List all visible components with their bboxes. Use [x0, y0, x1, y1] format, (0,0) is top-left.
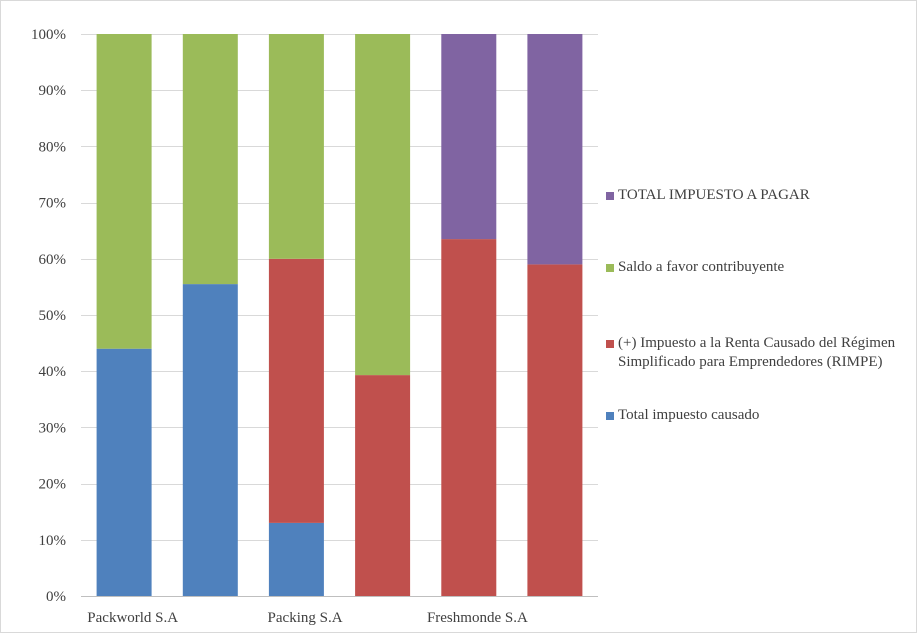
bar-segment — [355, 375, 411, 596]
y-tick-label: 70% — [39, 196, 67, 212]
bar-segment — [268, 522, 324, 596]
legend-label: Total impuesto causado — [618, 407, 760, 423]
y-tick-label: 30% — [39, 420, 67, 436]
bar-segment — [268, 258, 324, 523]
y-tick-label: 90% — [39, 83, 67, 99]
legend-item: (+) Impuesto a la Renta Causado del Régi… — [606, 334, 906, 372]
y-tick-label: 40% — [39, 364, 67, 380]
bar-segment — [355, 34, 411, 376]
legend-swatch — [606, 340, 614, 348]
legend-item: Saldo a favor contribuyente — [606, 258, 906, 277]
bar-segment — [441, 239, 497, 596]
y-tick-label: 100% — [31, 27, 66, 43]
legend-label: TOTAL IMPUESTO A PAGAR — [618, 187, 810, 203]
y-tick-label: 20% — [39, 477, 67, 493]
bar-segment — [182, 284, 238, 596]
x-tick-labels: Packworld S.A Packing S.A Freshmonde S.A — [87, 610, 528, 626]
y-tick-label: 80% — [39, 139, 67, 155]
y-tick-label: 50% — [39, 308, 67, 324]
gridlines — [81, 34, 598, 541]
legend-label: Saldo a favor contribuyente — [618, 259, 785, 275]
y-tick-label: 60% — [39, 252, 67, 268]
y-tick-label: 0% — [46, 589, 66, 605]
bar-segment — [441, 34, 497, 240]
y-tick-labels: 0% 10% 20% 30% 40% 50% 60% 70% 80% 90% 100% — [31, 27, 66, 605]
legend-label: (+) Impuesto a la Renta Causado del Régi… — [618, 335, 896, 370]
bar-segment — [527, 34, 583, 265]
x-tick-label: Packing S.A — [268, 610, 343, 626]
bar-segment — [182, 34, 238, 285]
legend-swatch — [606, 412, 614, 420]
legend-swatch — [606, 264, 614, 272]
bar-segment — [96, 34, 152, 349]
x-tick-label: Freshmonde S.A — [427, 610, 528, 626]
bar-segment — [527, 264, 583, 596]
bar-segment — [268, 34, 324, 259]
y-tick-label: 10% — [39, 533, 67, 549]
x-tick-label: Packworld S.A — [87, 610, 178, 626]
legend-item: TOTAL IMPUESTO A PAGAR — [606, 186, 906, 205]
bar-segment — [96, 348, 152, 596]
bars — [96, 34, 583, 596]
legend-item: Total impuesto causado — [606, 406, 906, 425]
legend-swatch — [606, 192, 614, 200]
